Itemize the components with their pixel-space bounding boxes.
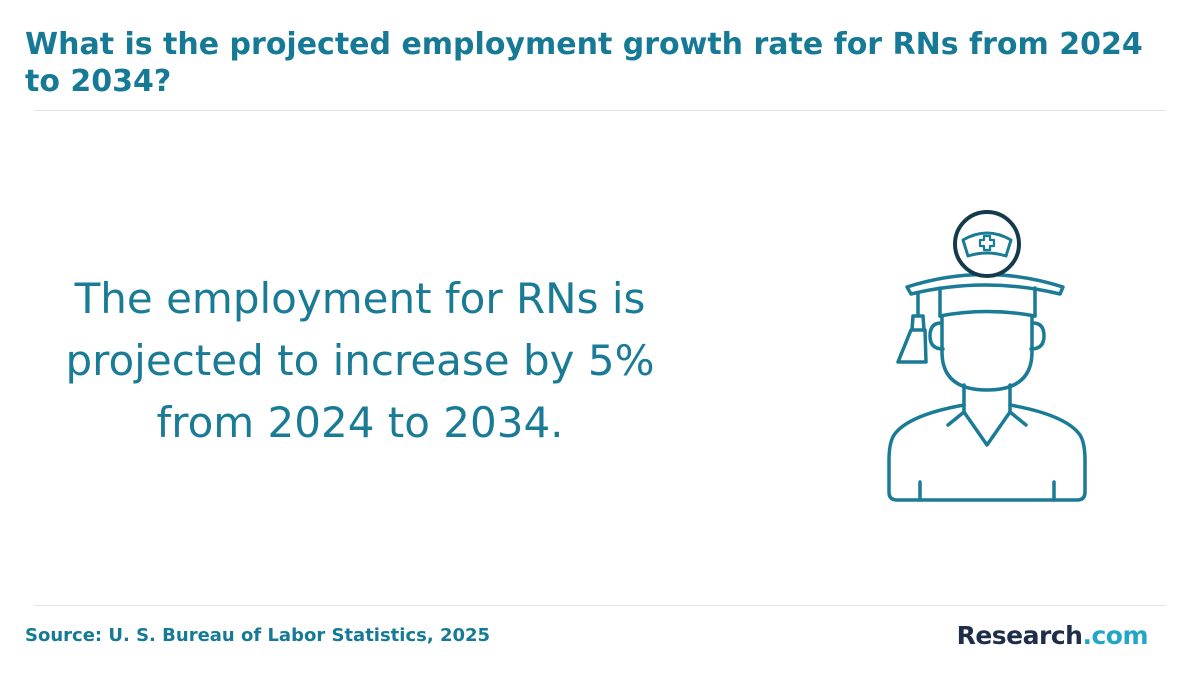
nurse-graduate-icon bbox=[887, 210, 1087, 502]
page-title: What is the projected employment growth … bbox=[25, 27, 1143, 99]
logo-tld: .com bbox=[1082, 621, 1148, 650]
bottom-divider bbox=[34, 605, 1166, 606]
growth-statement: The employment for RNs is projected to i… bbox=[40, 268, 680, 454]
research-com-logo[interactable]: Research.com bbox=[956, 620, 1149, 652]
top-divider bbox=[34, 110, 1166, 111]
statement-line-1: The employment for RNs is bbox=[74, 274, 646, 323]
statement-line-2: projected to increase by 5% bbox=[65, 336, 655, 385]
statement-line-3: from 2024 to 2034. bbox=[156, 398, 564, 447]
logo-name: Research bbox=[956, 621, 1083, 650]
source-note: Source: U. S. Bureau of Labor Statistics… bbox=[25, 625, 491, 646]
